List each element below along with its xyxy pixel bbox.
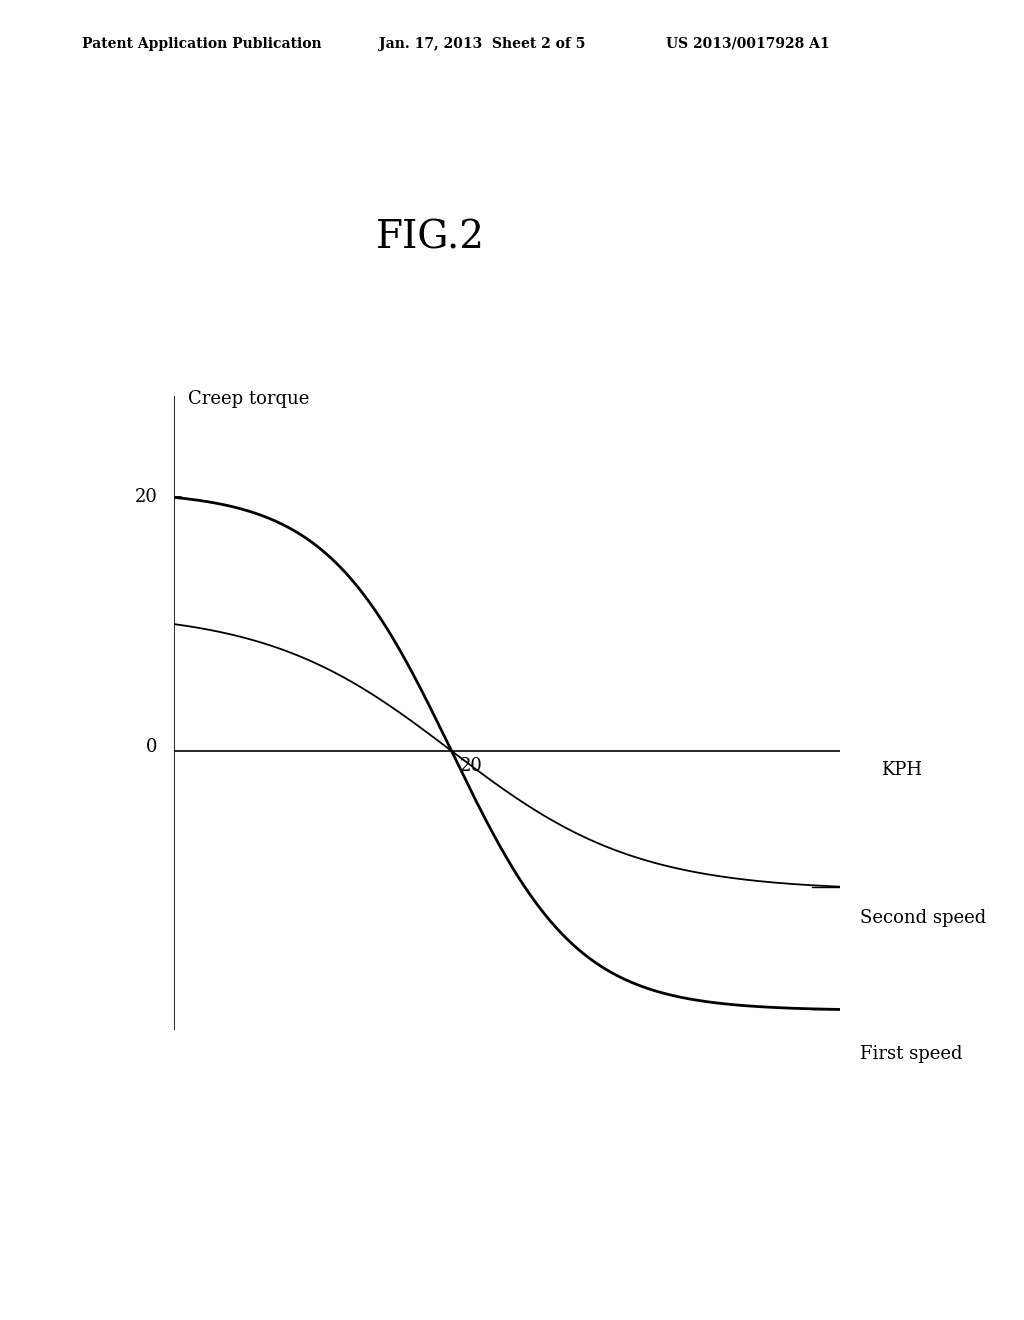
Text: 20: 20	[460, 758, 482, 775]
Text: Jan. 17, 2013  Sheet 2 of 5: Jan. 17, 2013 Sheet 2 of 5	[379, 37, 586, 51]
Text: 0: 0	[146, 738, 158, 756]
Text: FIG.2: FIG.2	[376, 219, 484, 256]
Text: US 2013/0017928 A1: US 2013/0017928 A1	[666, 37, 829, 51]
Text: Second speed: Second speed	[860, 909, 987, 928]
Text: 20: 20	[134, 488, 158, 507]
Text: Creep torque: Creep torque	[188, 389, 309, 408]
Text: First speed: First speed	[860, 1045, 963, 1063]
Text: KPH: KPH	[882, 760, 923, 779]
Text: Patent Application Publication: Patent Application Publication	[82, 37, 322, 51]
